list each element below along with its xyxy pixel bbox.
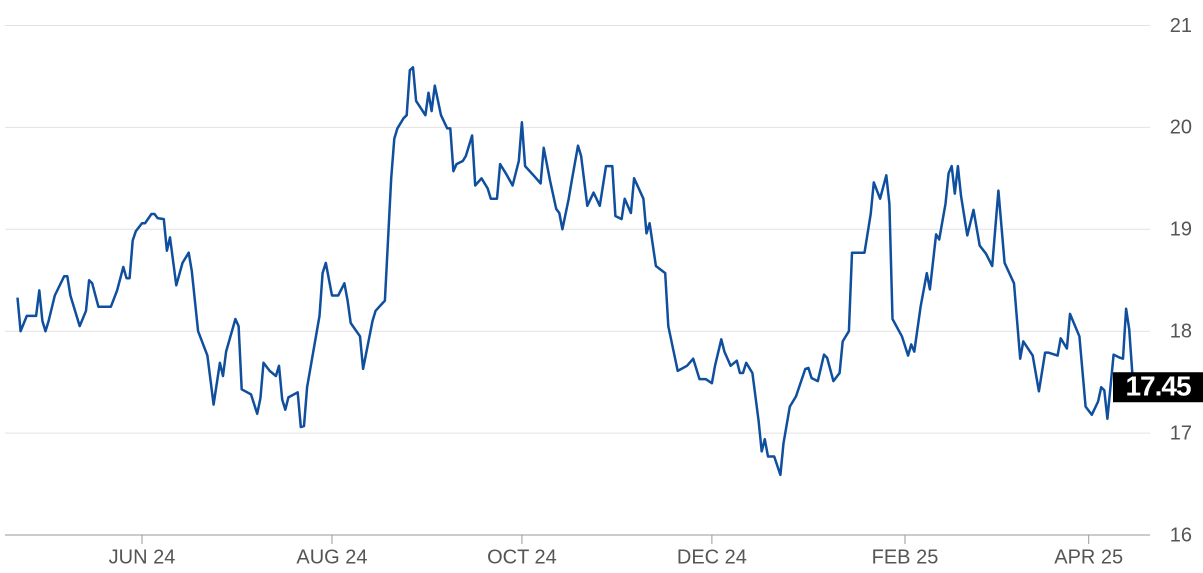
y-tick-label: 21 [1170, 15, 1192, 37]
x-tick-label: JUN 24 [109, 546, 176, 568]
y-tick-label: 20 [1170, 117, 1192, 139]
x-tick-label: AUG 24 [296, 546, 367, 568]
y-tick-label: 17 [1170, 422, 1192, 444]
last-value-badge [1113, 372, 1203, 403]
x-tick-label: DEC 24 [677, 546, 747, 568]
y-tick-label: 19 [1170, 219, 1192, 241]
last-value-label: 17.45 [1125, 371, 1190, 402]
y-tick-label: 16 [1170, 524, 1192, 546]
price-line [16, 66, 1146, 477]
x-tick-label: FEB 25 [872, 546, 939, 568]
x-tick-label: APR 25 [1054, 546, 1123, 568]
x-tick-label: OCT 24 [487, 546, 557, 568]
y-tick-label: 18 [1170, 320, 1192, 342]
